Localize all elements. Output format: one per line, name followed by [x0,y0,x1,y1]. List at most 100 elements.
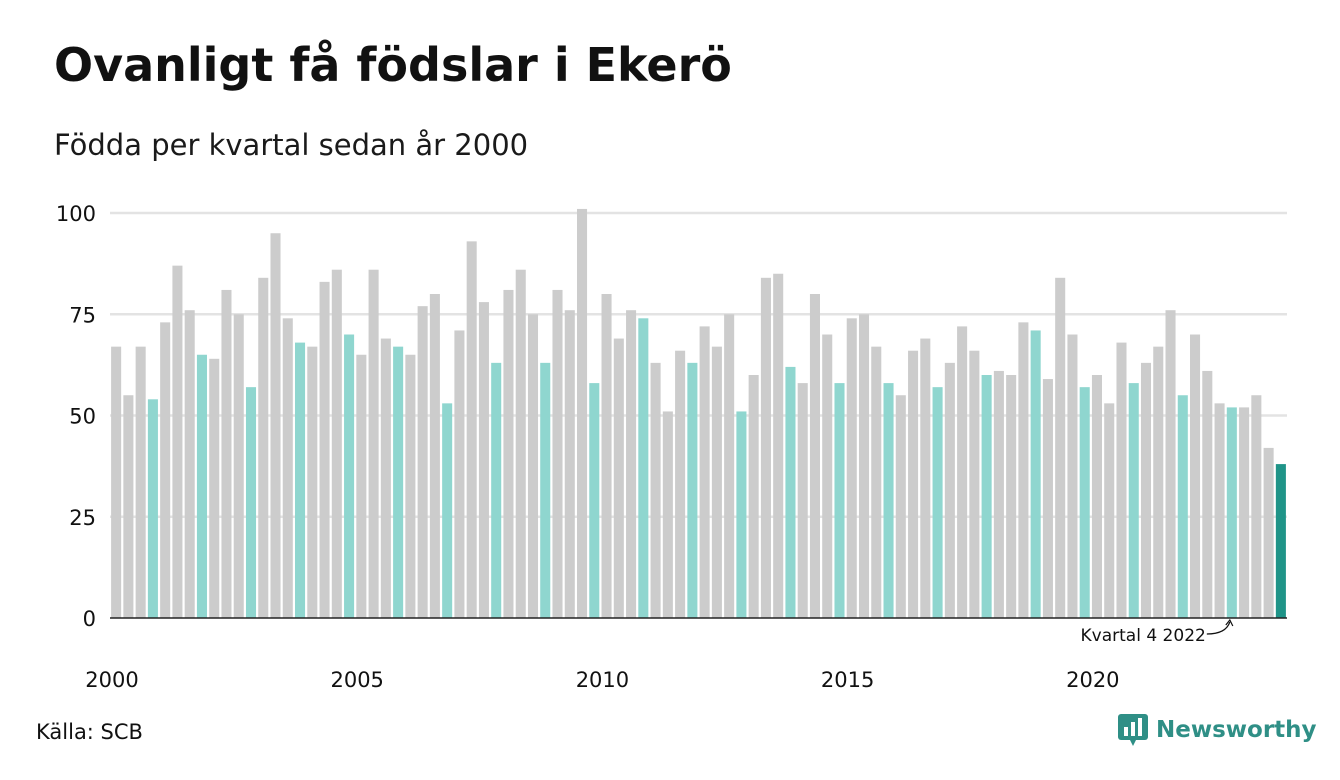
bar [883,383,894,618]
chart-title: Ovanligt få födslar i Ekerö [54,38,732,92]
bar [233,314,244,618]
bar [1042,379,1053,618]
bar [184,310,195,618]
bar [1239,407,1250,618]
bar [295,342,306,618]
bar [1190,334,1201,618]
bar [319,281,330,618]
bar [1091,375,1102,618]
bar [564,310,575,618]
bar [331,269,342,618]
bar [773,273,784,618]
y-tick-label: 50 [69,405,96,429]
bar [172,265,183,618]
bar [1055,277,1066,618]
bar [393,346,404,618]
chart-subtitle: Födda per kvartal sedan år 2000 [54,128,529,162]
bar [111,346,122,618]
bar [760,277,771,618]
bar [245,387,257,618]
bar [1165,310,1176,618]
bar [809,294,821,618]
y-tick-label: 0 [83,607,96,631]
bar [589,383,600,618]
bar [748,375,759,618]
bar [908,350,919,618]
y-tick-label: 75 [69,303,96,327]
bar [797,383,808,618]
source-note: Källa: SCB [36,720,143,744]
bar [1153,346,1164,618]
x-tick-label: 2020 [1066,668,1119,692]
bar [1226,407,1237,618]
bar [932,387,943,618]
bar [1030,330,1041,618]
annotation-arrowhead [1225,618,1234,627]
x-tick-label: 2005 [330,668,383,692]
bar [135,346,146,618]
y-tick-label: 100 [56,202,96,226]
annotation-label: Kvartal 4 2022 [1081,626,1206,646]
bar [307,346,318,618]
bar [405,354,416,618]
y-tick-label: 25 [69,506,96,530]
bar [993,370,1004,618]
bar [699,326,710,618]
bar [944,362,955,618]
bar [1177,395,1188,618]
bar [957,326,968,618]
bar [356,354,367,618]
bar [920,338,931,618]
bar [650,362,661,618]
bar [1263,447,1274,618]
bar [1251,395,1262,618]
bar [221,289,232,618]
bar [1018,322,1029,618]
bar [785,366,796,618]
annotation-arrow [1206,621,1231,635]
bar [515,269,526,618]
bar [552,289,563,618]
newsworthy-logo-icon [1118,714,1148,746]
bar [687,362,698,618]
bar [969,350,980,618]
bar [1275,464,1286,618]
bar [147,399,158,618]
bar [736,411,747,618]
bar [613,338,624,618]
bar [1006,375,1017,618]
bar [454,330,465,618]
bar [540,362,551,618]
bar [638,318,649,618]
bar [282,318,293,618]
bar [1202,370,1213,618]
x-tick-label: 2010 [576,668,629,692]
bar [846,318,857,618]
bar [160,322,171,618]
bar [368,269,379,618]
bar [675,350,686,618]
bar [527,314,539,618]
bar [503,289,514,618]
bar [724,314,735,618]
bar [478,302,489,618]
bar [981,375,992,618]
bar [601,294,612,618]
bar [123,395,134,618]
bar [895,395,906,618]
bar [626,310,637,618]
bar [1104,403,1115,618]
bar [258,277,269,618]
bar [1079,387,1090,618]
bar [1214,403,1225,618]
x-tick-label: 2015 [821,668,874,692]
bar [442,403,453,618]
bar [871,346,882,618]
x-tick-label: 2000 [85,668,138,692]
bar [196,354,207,618]
bar [429,294,440,618]
bar [1140,362,1152,618]
bar [344,334,355,618]
bar [270,233,281,618]
